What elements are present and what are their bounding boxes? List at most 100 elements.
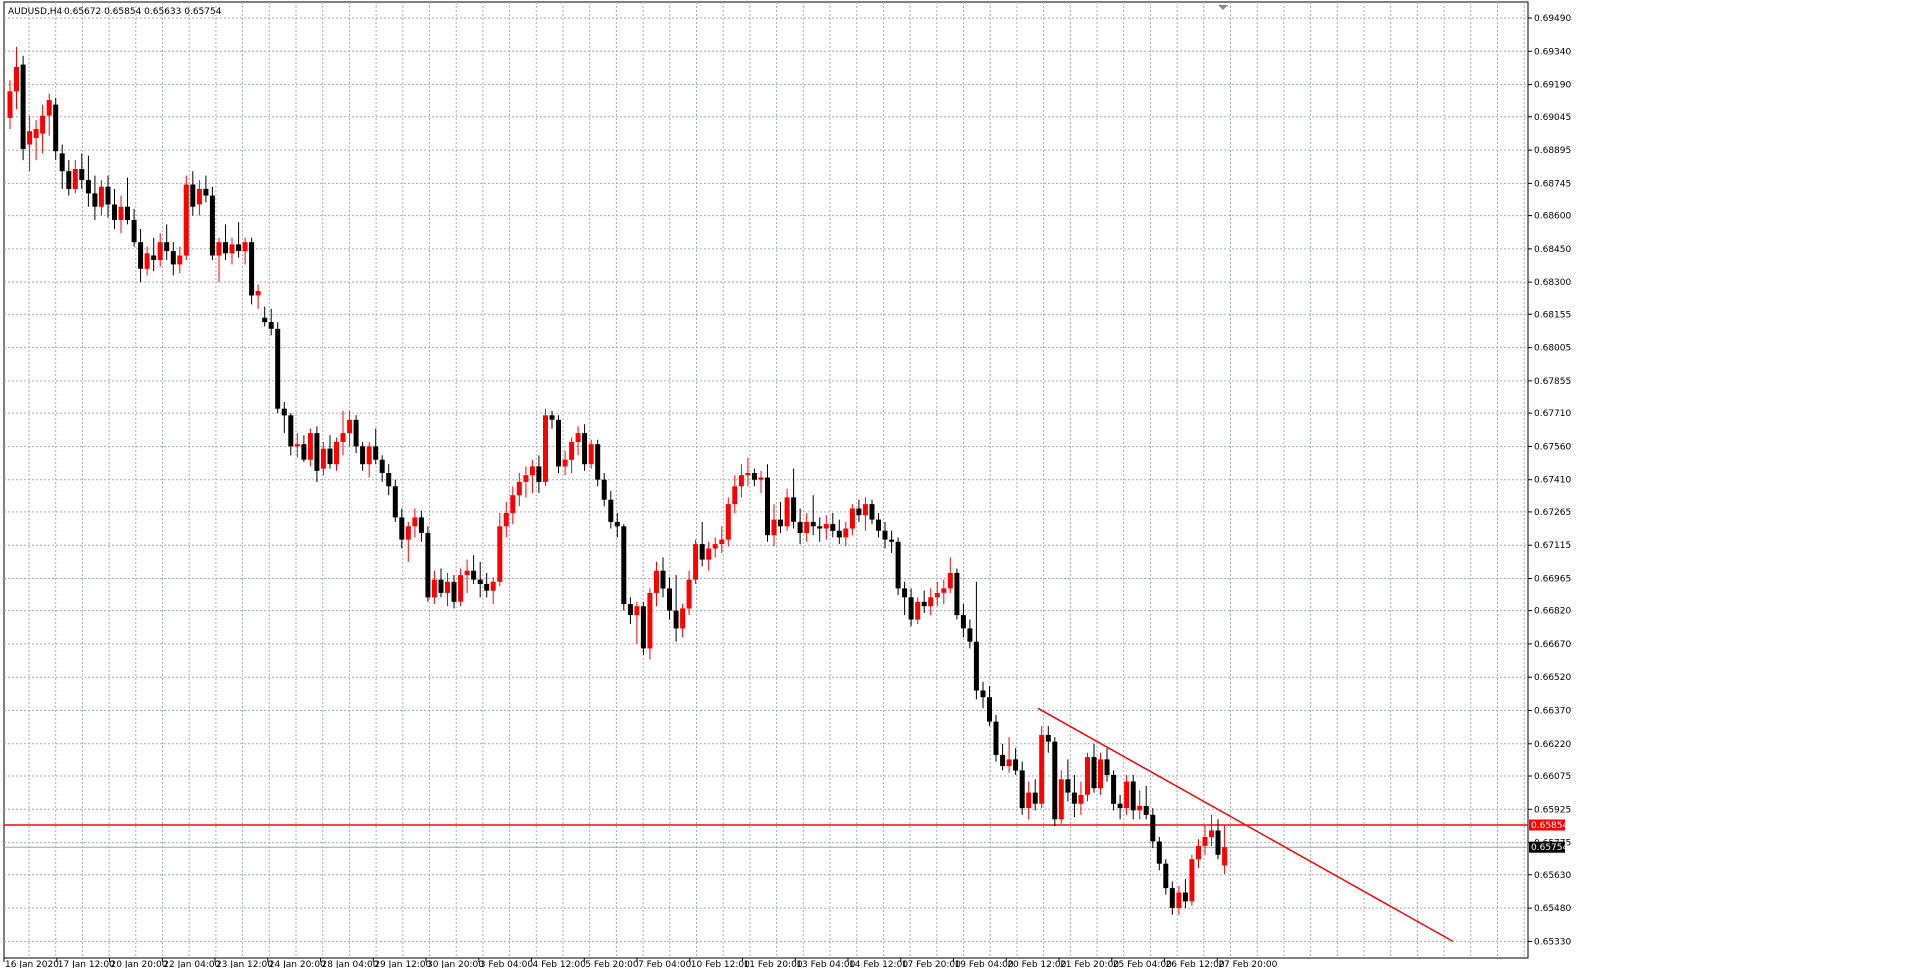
candle-body <box>889 539 895 542</box>
candle <box>242 237 248 265</box>
candle <box>784 488 790 531</box>
candle-body <box>190 184 196 207</box>
candle <box>33 120 39 161</box>
candle <box>425 526 431 602</box>
candle <box>738 464 744 498</box>
candle <box>1222 825 1228 875</box>
candle-body <box>445 581 450 593</box>
candle <box>902 581 908 616</box>
candle-body <box>758 477 764 480</box>
candle-body <box>654 570 659 593</box>
candle <box>1196 839 1201 869</box>
candle <box>294 433 300 458</box>
horizontal-level-tag-bg <box>1529 819 1565 831</box>
candle <box>934 581 940 607</box>
candle <box>843 521 849 547</box>
x-axis-tick-label: 13 Feb 04:00 <box>796 960 855 968</box>
candle <box>223 224 228 260</box>
x-axis-tick-label: 7 Feb 04:00 <box>638 960 692 968</box>
candle <box>1006 737 1012 773</box>
candle-body <box>686 579 692 609</box>
candle-body <box>908 597 914 620</box>
candle <box>706 541 712 571</box>
candle-body <box>954 572 960 616</box>
candle-body <box>275 328 281 409</box>
candle <box>543 408 548 487</box>
x-axis-tick-label: 24 Jan 20:00 <box>269 960 326 968</box>
candle <box>987 686 992 727</box>
candle <box>921 590 927 613</box>
scroll-marker-icon[interactable] <box>1218 5 1228 10</box>
candle-body <box>836 530 842 538</box>
candle <box>196 180 202 216</box>
trendline-layer[interactable] <box>4 707 1528 943</box>
candle-body <box>183 184 189 256</box>
candle <box>1111 770 1117 811</box>
candle-body <box>647 592 653 649</box>
candle-body <box>699 544 705 560</box>
candle <box>1202 825 1208 855</box>
candle <box>497 513 503 587</box>
candle-body <box>1071 792 1077 804</box>
y-axis-tick-label: 0.69490 <box>1534 14 1571 24</box>
candle <box>105 175 111 218</box>
candle-body <box>373 446 379 460</box>
candle <box>484 572 490 598</box>
candle <box>1019 761 1025 815</box>
candle <box>765 464 770 542</box>
candle <box>288 413 294 456</box>
candle <box>458 568 464 607</box>
candle-body <box>27 131 33 145</box>
candle-body <box>595 444 601 480</box>
candle <box>1098 752 1103 795</box>
candle <box>1091 743 1097 793</box>
candle-body <box>973 641 979 691</box>
candle-body <box>438 579 444 593</box>
candle-body <box>1176 892 1182 908</box>
candle <box>314 426 320 482</box>
candle-body <box>1052 741 1058 820</box>
candle <box>1052 737 1058 826</box>
horizontal-level-tag-label: 0.65854 <box>1531 821 1568 831</box>
candle-body <box>490 581 496 591</box>
candle-body <box>706 548 712 560</box>
candle <box>745 457 751 487</box>
candle <box>418 510 424 542</box>
y-axis-tick-label: 0.68895 <box>1534 146 1571 156</box>
candle-body <box>464 570 470 576</box>
candle-body <box>418 517 424 533</box>
candle-body <box>170 251 176 265</box>
y-axis-tick-label: 0.69340 <box>1534 47 1571 57</box>
candle-body <box>1032 792 1038 804</box>
candle <box>680 604 686 638</box>
candle <box>275 322 281 414</box>
candle-body <box>503 513 509 527</box>
x-axis-tick-label: 17 Feb 20:00 <box>902 960 961 968</box>
trendline[interactable] <box>1037 707 1454 943</box>
candle-body <box>784 497 790 527</box>
candle-body <box>405 526 411 540</box>
candle-body <box>7 91 13 118</box>
candle-body <box>249 242 255 296</box>
candle <box>307 428 313 467</box>
candle <box>699 521 705 567</box>
candle-body <box>320 448 326 469</box>
candle <box>46 93 52 136</box>
candle-body <box>477 579 483 584</box>
candle <box>529 459 535 493</box>
candle-body <box>934 592 940 598</box>
candle <box>621 524 627 611</box>
x-axis-tick-label: 20 Jan 20:00 <box>111 960 168 968</box>
candle <box>889 530 895 553</box>
candle-body <box>569 442 575 460</box>
candle-body <box>1130 781 1136 811</box>
candle <box>164 224 170 260</box>
grid <box>3 1 1529 959</box>
candle-body <box>105 186 111 205</box>
candle-body <box>771 519 777 536</box>
candle-body <box>797 521 803 533</box>
candle <box>66 160 72 196</box>
candle <box>131 208 137 247</box>
